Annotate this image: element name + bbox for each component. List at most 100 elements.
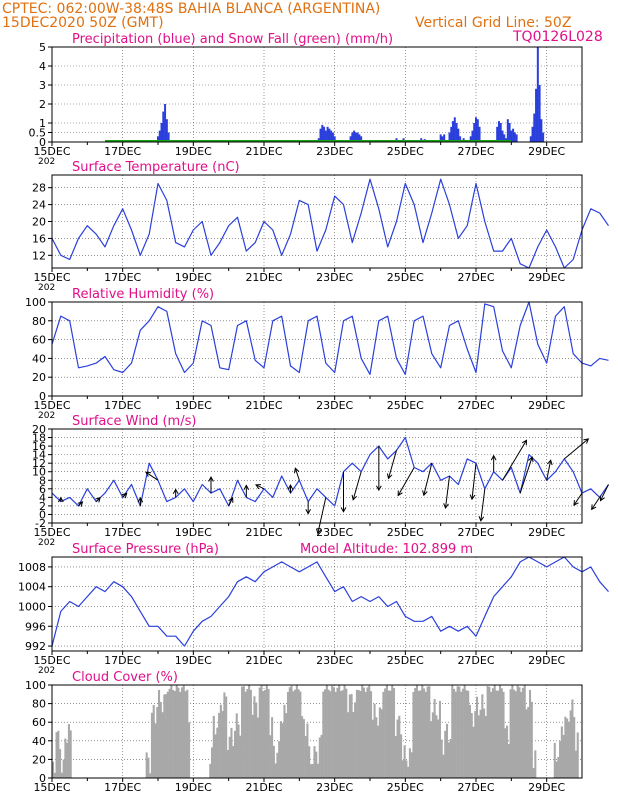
cloud-bar — [269, 735, 272, 778]
precip-xlabel: 25DEC — [387, 145, 424, 158]
wind-vector-head — [443, 503, 449, 510]
cloud-bar — [286, 691, 290, 778]
cloud-bar — [339, 690, 343, 778]
precip-bar — [452, 121, 455, 142]
precip-bar — [326, 126, 329, 142]
cloud-bar — [348, 694, 351, 778]
wind-vector-head — [528, 456, 534, 463]
cloud-xlabel: 19DEC — [175, 781, 212, 794]
cloud-frame — [51, 684, 583, 779]
cloud-bar — [506, 725, 509, 778]
pres-annotation: Model Altitude: 102.899 m — [300, 542, 473, 557]
precip-bar — [478, 126, 481, 142]
cloud-bar — [444, 730, 447, 778]
cloud-bar — [255, 702, 258, 778]
cloud-bar — [246, 689, 249, 778]
precip-bar — [160, 123, 163, 142]
cloud-bar — [69, 730, 72, 778]
precip-bar — [538, 85, 541, 142]
cloud-bar — [400, 734, 403, 778]
cloud-bar — [214, 734, 217, 778]
cloud-bar — [486, 685, 489, 778]
cloud-bar — [159, 701, 162, 778]
cloud-bar — [421, 685, 424, 778]
rh-xlabel: 21DEC — [245, 399, 282, 412]
wind-vector-head — [490, 454, 497, 461]
cloud-bar — [175, 685, 178, 778]
cloud-bar — [221, 710, 224, 778]
precip-frame — [51, 46, 583, 143]
cloud-ylabel: 60 — [32, 716, 46, 729]
pres-ylabel: 992 — [25, 640, 46, 653]
wind-vector-head — [172, 488, 179, 494]
temp-ylabel: 20 — [32, 216, 46, 229]
wind-vector-head — [57, 496, 64, 503]
cloud-bar — [281, 723, 284, 778]
precip-ylabel: 1 — [39, 117, 46, 130]
precip-bar — [453, 117, 456, 142]
cloud-bar — [417, 690, 420, 778]
cloud-bar — [182, 685, 185, 778]
cloud-bar — [345, 688, 348, 778]
cloud-bar — [331, 685, 334, 778]
cloud-bar — [317, 763, 320, 778]
precip-bar — [351, 132, 354, 142]
cloud-bar — [149, 773, 152, 778]
cloud-bar — [511, 685, 514, 778]
wind-vector — [397, 467, 415, 496]
wind-vector-head — [478, 515, 485, 522]
precip-bar — [439, 134, 442, 142]
cloud-bar — [423, 688, 426, 778]
wind-vector — [255, 484, 265, 490]
precip-bar — [535, 88, 538, 142]
cloud-bar — [449, 738, 452, 778]
cloud-xlabel: 27DEC — [457, 781, 494, 794]
cloud-bar — [529, 689, 532, 778]
wind-vector-head — [583, 438, 590, 444]
cloud-bar — [463, 685, 466, 778]
precip-bar — [353, 130, 356, 142]
cloud-bar — [170, 685, 173, 778]
cloud-bar — [309, 764, 312, 778]
cloud-bar — [451, 685, 454, 778]
pres-ylabel: 1008 — [18, 561, 46, 574]
cloud-bar — [484, 716, 487, 778]
wind-vector-head — [599, 495, 605, 502]
cloud-bar — [392, 688, 396, 778]
cloud-bar — [442, 754, 445, 778]
cloud-bar — [366, 687, 369, 778]
cloud-bar — [304, 735, 307, 778]
wind-vector-head — [121, 492, 128, 499]
cloud-bar — [354, 702, 357, 778]
rh-ylabel: 0 — [39, 390, 46, 403]
pres-xlabel: 21DEC — [245, 654, 282, 667]
cloud-bar — [408, 748, 411, 778]
cloud-bar — [272, 745, 275, 778]
cloud-bar — [559, 740, 562, 778]
cloud-bar — [498, 685, 502, 778]
cloud-bar — [514, 691, 517, 778]
wind-vector — [388, 450, 397, 479]
precip-bar — [503, 134, 506, 142]
cloud-bar — [341, 690, 344, 778]
cloud-bar — [394, 736, 397, 778]
wind-vector — [564, 438, 589, 460]
precip-bar — [162, 111, 165, 142]
precip-bar — [515, 134, 518, 142]
cloud-bar — [534, 750, 537, 778]
cloud-bar — [414, 687, 417, 778]
wind-vector-head — [469, 494, 476, 501]
precip-bar — [508, 123, 511, 142]
wind-xlabel: 29DEC — [528, 526, 565, 539]
cloud-xlabel: 21DEC — [245, 781, 282, 794]
cloud-bar — [497, 690, 500, 778]
cloud-bar — [184, 691, 187, 778]
cloud-bar — [260, 685, 263, 778]
cloud-bar — [483, 708, 486, 778]
cloud-xlabel: 15DEC — [33, 781, 70, 794]
precip-xlabel: 23DEC — [316, 145, 353, 158]
wind-vector — [317, 497, 327, 534]
precip-bar — [448, 132, 451, 142]
wind-vector — [573, 492, 583, 506]
cloud-bar — [426, 686, 429, 778]
